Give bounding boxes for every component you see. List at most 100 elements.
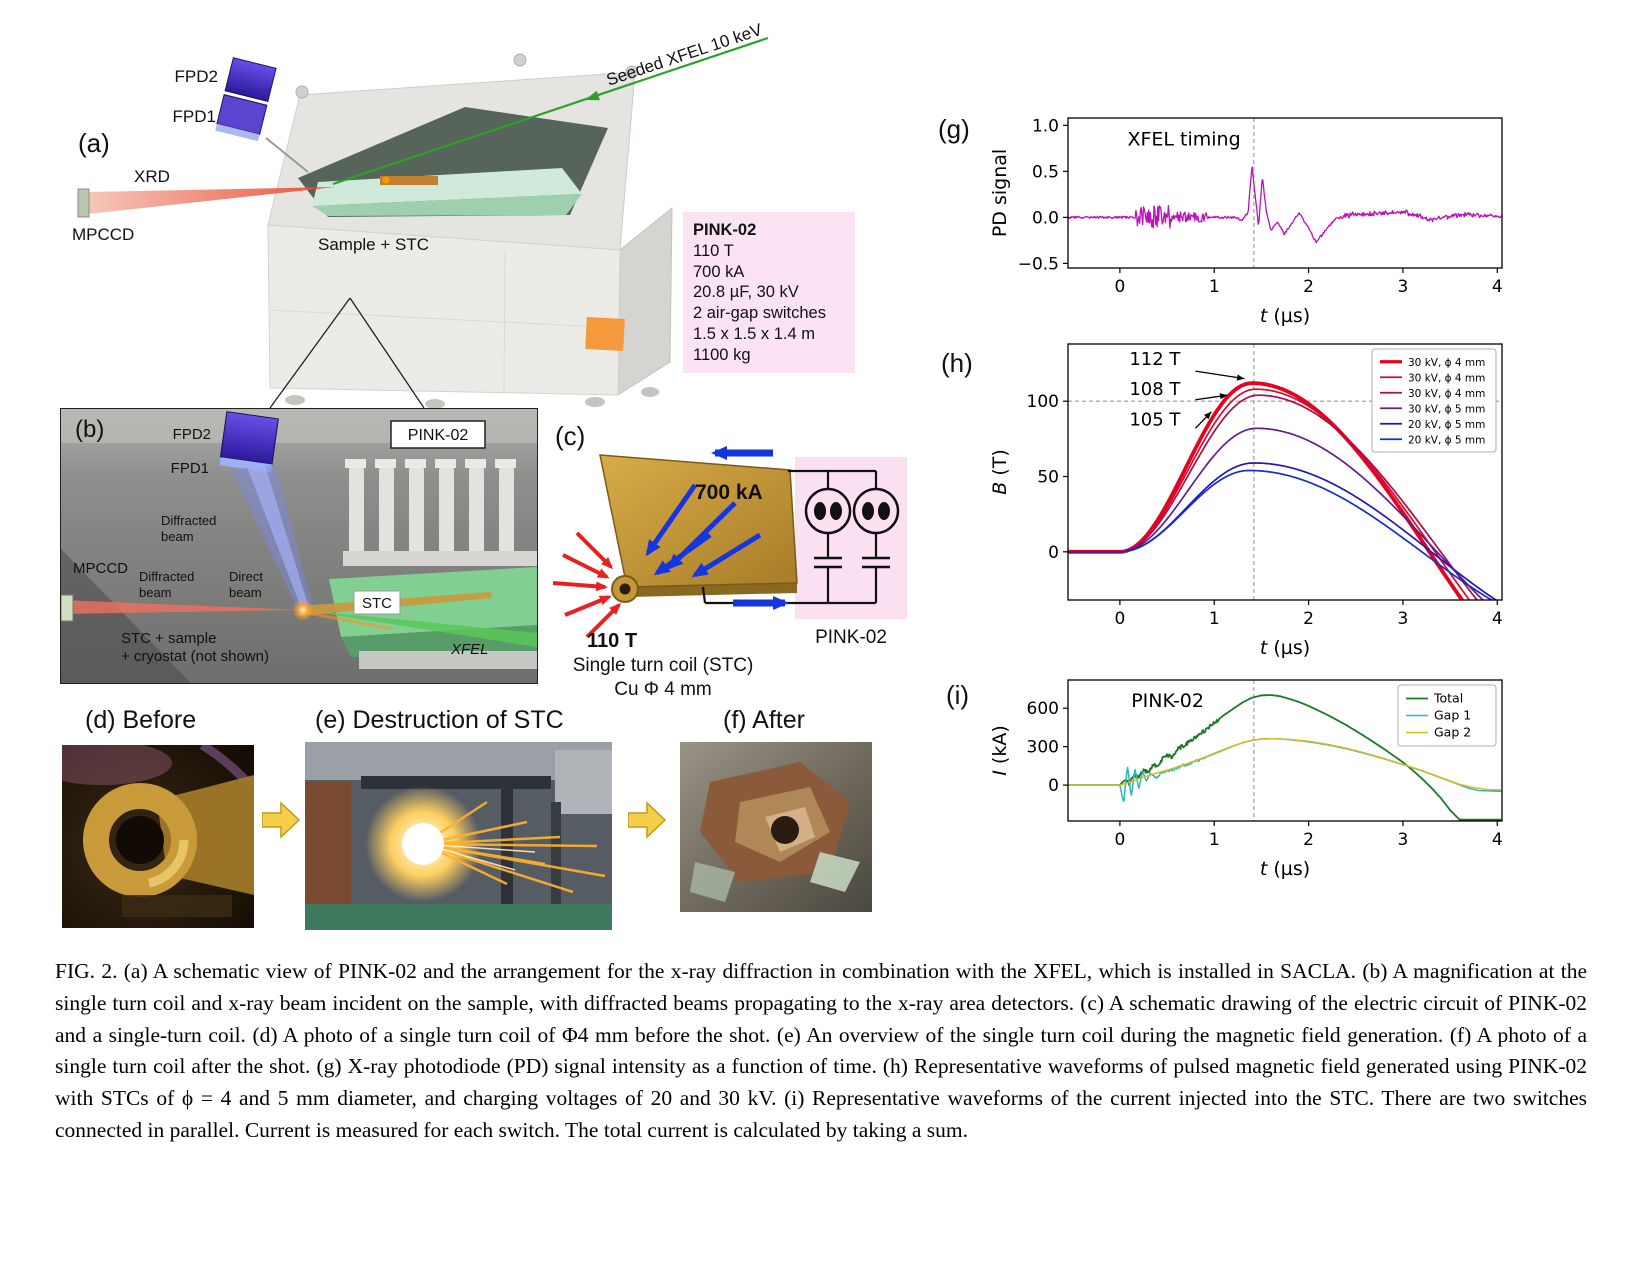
plot-frame <box>1067 117 1503 269</box>
fpd2-label: FPD2 <box>173 426 211 443</box>
coil-highlight <box>91 791 189 889</box>
switch-electrodes <box>814 502 890 520</box>
panel-b-photo: (b) FPD2 FPD1 PINK-02 MPCCD Diffracted b… <box>60 408 538 684</box>
mpccd-sensor <box>61 594 74 622</box>
series-total <box>1068 694 1502 821</box>
frame-post <box>501 776 513 906</box>
xrd-beam <box>88 187 335 214</box>
machine-side-face <box>617 206 673 396</box>
chart-annotation: PINK-02 <box>1131 690 1204 712</box>
panel-d-title: (d) Before <box>85 706 197 734</box>
spec-line: 110 T <box>693 241 734 260</box>
legend-label: 20 kV, ϕ 5 mm <box>1408 419 1485 431</box>
series-20-kv-5-mm <box>1068 462 1498 600</box>
glow-streak <box>302 610 392 631</box>
arrow-e-to-f <box>628 801 666 839</box>
y-tick-label: 0 <box>1048 776 1059 796</box>
lab-wall <box>555 750 612 814</box>
sample-stc-label: Sample + STC <box>318 235 429 254</box>
panel-g-label: (g) <box>938 114 970 144</box>
legend-label: 30 kV, ϕ 4 mm <box>1408 388 1485 400</box>
xfel-label: XFEL <box>450 641 489 658</box>
zoom-callout-line <box>349 297 425 409</box>
x-tick-label: 1 <box>1209 609 1220 629</box>
diffracted-beam-label-2: Diffracted <box>139 569 194 584</box>
chart-magnetic-field: 0 1 2 3 4 0 50 100 t (µs) B (T) 112 T 108 T 105 T 30 … <box>989 343 1503 659</box>
x-tick-label: 4 <box>1492 609 1503 629</box>
x-tick-label: 1 <box>1209 830 1220 850</box>
x-axis-label: t (µs) <box>1260 858 1310 880</box>
series-20-kv-5-mm <box>1068 469 1494 600</box>
current-arrows <box>645 483 762 578</box>
coil-caption-2: Cu Φ 4 mm <box>614 679 712 700</box>
photo-before <box>62 745 254 928</box>
panel-e-title: (e) Destruction of STC <box>315 706 564 734</box>
x-tick-label: 2 <box>1303 830 1314 850</box>
y-tick-label: 0.5 <box>1032 162 1059 182</box>
panel-c-circuit: (c) 700 kA <box>545 415 940 705</box>
legend-label: 30 kV, ϕ 4 mm <box>1408 372 1485 384</box>
panel-c-drawing: (c) 700 kA <box>552 421 907 700</box>
orange-sticker <box>585 317 625 351</box>
coil-bore <box>116 816 164 864</box>
capacitor-bank-box <box>795 457 907 619</box>
x-tick-label: 4 <box>1492 277 1503 297</box>
stc-tag-label: STC <box>362 595 392 612</box>
y-tick-label: 0.0 <box>1032 208 1059 228</box>
xrd-label: XRD <box>134 167 170 186</box>
plot-frame <box>1067 679 1503 822</box>
peak-annotation: 105 T <box>1129 409 1181 430</box>
x-tick-label: 4 <box>1492 830 1503 850</box>
detector-arm <box>265 137 309 173</box>
lifting-eyelets <box>295 53 639 99</box>
x-tick-label: 0 <box>1114 277 1125 297</box>
pink02-tag-label: PINK-02 <box>408 427 469 444</box>
spec-line: 20.8 µF, 30 kV <box>693 283 799 302</box>
panel-seam <box>268 309 620 329</box>
xfel-beam-label: Seeded XFEL 10 keV <box>604 20 765 90</box>
annotation-arrowhead <box>1236 374 1245 381</box>
frame-bar <box>361 776 551 789</box>
y-tick-label: 50 <box>1037 468 1059 488</box>
diffracted-beam-label-1: Diffracted <box>161 513 216 528</box>
interior-platform <box>312 194 582 216</box>
legend <box>1397 684 1497 747</box>
annotation-arrow <box>1195 370 1245 380</box>
pink02-spec-box: PINK-02 110 T 700 kA 20.8 µF, 30 kV 2 ai… <box>683 212 855 374</box>
spec-line: 700 kA <box>693 262 745 281</box>
shadow <box>122 895 232 917</box>
pink02-tag <box>390 420 486 449</box>
y-tick-label: 1.0 <box>1032 116 1059 136</box>
capacitors <box>814 556 890 569</box>
panel-a-label: (a) <box>78 128 110 158</box>
fpd2-label: FPD2 <box>175 67 218 86</box>
series-pd-signal <box>1068 166 1502 244</box>
direct-beam-label: Direct <box>229 569 263 584</box>
field-arrows <box>552 531 622 639</box>
table <box>305 904 612 930</box>
spec-line: 1100 kg <box>693 345 751 364</box>
stc-sample-label-1: STC + sample <box>121 630 216 647</box>
legend-label: Total <box>1433 691 1463 706</box>
spec-title: PINK-02 <box>693 221 757 239</box>
photo-destruction <box>305 742 612 930</box>
y-tick-label: 100 <box>1027 392 1059 412</box>
stc-sample-label-2: + cryostat (not shown) <box>121 648 269 665</box>
flash-core <box>402 823 444 865</box>
fpd-detector <box>219 411 279 473</box>
x-tick-label: 3 <box>1398 277 1409 297</box>
panel-b-label: (b) <box>75 416 104 443</box>
panel-b-drawing: (b) FPD2 FPD1 PINK-02 MPCCD Diffracted b… <box>61 409 537 683</box>
sample-point <box>382 176 390 184</box>
diffracted-beam-to-mpccd <box>61 600 303 614</box>
arrow-d-to-e <box>262 801 300 839</box>
interior-stage <box>312 168 582 206</box>
interior-coil-stage <box>380 176 438 185</box>
current-label: 700 kA <box>695 481 763 504</box>
y-tick-label: 300 <box>1027 738 1059 758</box>
panel-a-schematic: FPD2 FPD1 XRD MPCCD Sample + STC Seeded … <box>50 10 940 410</box>
x-axis-label: t (µs) <box>1260 305 1310 327</box>
panel-f-title: (f) After <box>723 706 805 734</box>
glass-shard <box>810 852 860 892</box>
